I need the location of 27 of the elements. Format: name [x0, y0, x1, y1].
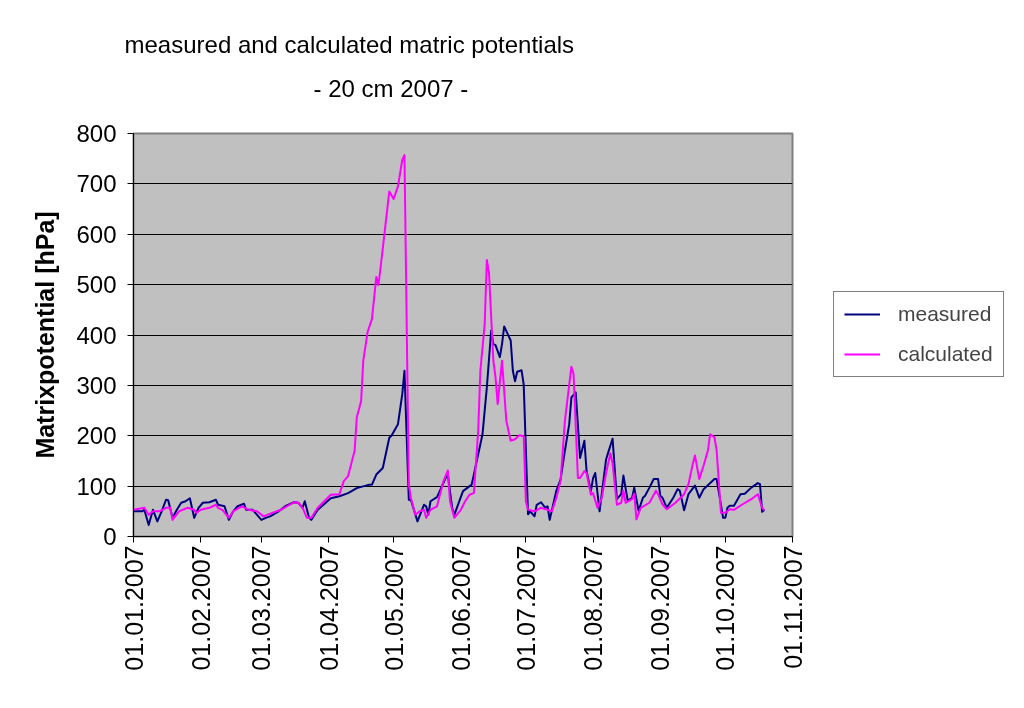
chart-subtitle: - 20 cm 2007 - — [313, 74, 469, 102]
y-tick-label: 400 — [76, 321, 117, 349]
x-tick-label: 01.03.2007 — [247, 545, 276, 671]
x-tick-label: 01.04.2007 — [314, 545, 343, 671]
y-tick-label: 100 — [76, 472, 117, 500]
chart-title: measured and calculated matric potentials — [124, 30, 575, 58]
x-tick-label: 01.01.2007 — [119, 545, 148, 671]
line-series — [133, 325, 766, 526]
x-tick-label: 01.02.2007 — [186, 545, 215, 671]
y-tick-label: 700 — [76, 170, 117, 198]
x-tick-label: 01.05.2007 — [379, 545, 408, 671]
x-tick-label: 01.10.2007 — [711, 545, 740, 671]
legend-label: calculated — [898, 342, 993, 366]
y-tick-label: 300 — [76, 371, 117, 399]
x-tick-label: 01.08.2007 — [579, 545, 608, 671]
y-tick-label: 800 — [76, 120, 117, 147]
legend-label: measured — [898, 302, 992, 326]
line-series — [133, 154, 766, 521]
y-axis-title: Matrixpotential [hPa] — [31, 211, 60, 459]
y-tick-label: 200 — [76, 422, 117, 450]
x-tick-label: 01.11.2007 — [778, 545, 807, 669]
y-tick-label: 500 — [76, 271, 117, 299]
y-tick-label: 0 — [103, 523, 117, 550]
x-tick-label: 01.09.2007 — [646, 545, 675, 671]
x-tick-label: 01.06.2007 — [446, 545, 475, 671]
x-tick-label: 01.07.2007 — [511, 545, 540, 671]
y-tick-label: 600 — [76, 220, 117, 248]
